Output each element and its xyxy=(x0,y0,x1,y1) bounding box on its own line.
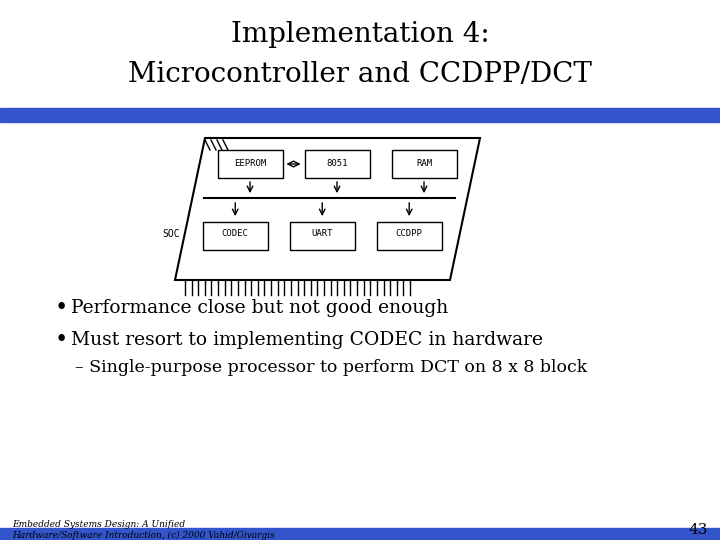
Polygon shape xyxy=(175,138,480,280)
Bar xyxy=(289,222,355,250)
Bar xyxy=(0,108,720,122)
Text: Performance close but not good enough: Performance close but not good enough xyxy=(71,299,449,317)
Text: Embedded Systems Design: A Unified
Hardware/Software Introduction, (c) 2000 Vahi: Embedded Systems Design: A Unified Hardw… xyxy=(12,520,275,540)
Bar xyxy=(203,222,268,250)
Text: RAM: RAM xyxy=(416,159,432,168)
Text: CCDPP: CCDPP xyxy=(396,230,423,239)
Text: •: • xyxy=(55,329,68,351)
Text: •: • xyxy=(55,297,68,319)
Text: EEPROM: EEPROM xyxy=(234,159,266,168)
Text: UART: UART xyxy=(312,230,333,239)
Text: 43: 43 xyxy=(688,523,708,537)
Text: SOC: SOC xyxy=(162,229,180,239)
Text: Must resort to implementing CODEC in hardware: Must resort to implementing CODEC in har… xyxy=(71,331,543,349)
Text: 8051: 8051 xyxy=(326,159,348,168)
Bar xyxy=(377,222,441,250)
Bar xyxy=(217,150,282,178)
Text: – Single-purpose processor to perform DCT on 8 x 8 block: – Single-purpose processor to perform DC… xyxy=(75,360,588,376)
Text: CODEC: CODEC xyxy=(222,230,248,239)
Bar xyxy=(305,150,369,178)
Text: Microcontroller and CCDPP/DCT: Microcontroller and CCDPP/DCT xyxy=(128,62,592,89)
Bar xyxy=(392,150,456,178)
Bar xyxy=(0,528,720,540)
Text: Implementation 4:: Implementation 4: xyxy=(230,22,490,49)
